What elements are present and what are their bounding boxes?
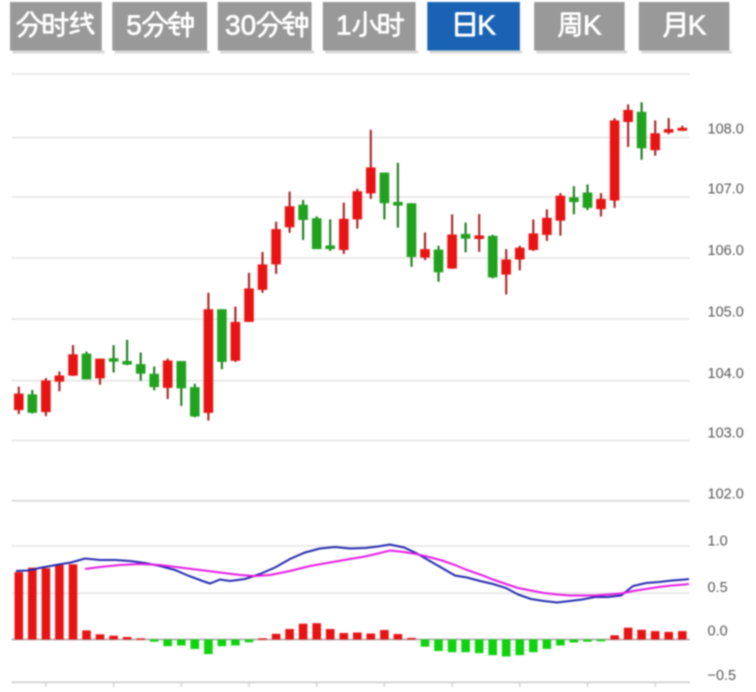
svg-text:105.0: 105.0 bbox=[708, 305, 744, 321]
svg-text:104.0: 104.0 bbox=[708, 366, 744, 382]
svg-text:K: K bbox=[688, 10, 707, 41]
svg-text:K: K bbox=[477, 10, 496, 41]
svg-text:30: 30 bbox=[225, 10, 256, 41]
svg-text:5: 5 bbox=[126, 10, 142, 41]
svg-text:0.5: 0.5 bbox=[708, 580, 728, 596]
svg-text:106.0: 106.0 bbox=[708, 243, 744, 259]
svg-text:107.0: 107.0 bbox=[708, 182, 744, 198]
svg-text:102.0: 102.0 bbox=[708, 486, 744, 502]
svg-text:108.0: 108.0 bbox=[708, 122, 744, 138]
svg-text:103.0: 103.0 bbox=[708, 425, 744, 441]
svg-text:1.0: 1.0 bbox=[708, 533, 728, 549]
svg-text:0.0: 0.0 bbox=[708, 624, 728, 640]
svg-text:K: K bbox=[583, 10, 602, 41]
svg-text:−0.5: −0.5 bbox=[708, 668, 737, 684]
svg-text:1: 1 bbox=[336, 10, 352, 41]
